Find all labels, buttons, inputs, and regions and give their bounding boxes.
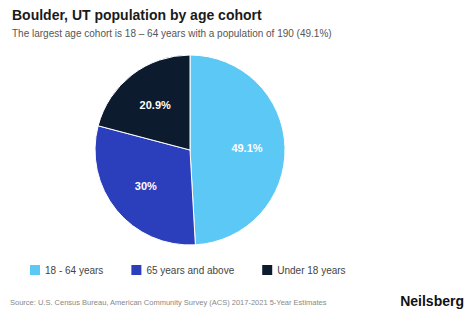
subtitle: The largest age cohort is 18 – 64 years … <box>12 28 332 39</box>
legend-swatch <box>131 265 141 275</box>
brand: Neilsberg <box>400 293 464 309</box>
data-label: 30% <box>135 180 157 192</box>
legend-swatch <box>30 265 40 275</box>
legend-item: 18 - 64 years <box>30 265 103 276</box>
slice <box>190 55 285 245</box>
title: Boulder, UT population by age cohort <box>12 7 262 23</box>
legend: 18 - 64 years 65 years and above Under 18 … <box>30 265 346 276</box>
slice <box>98 55 190 150</box>
data-label: 20.9% <box>140 99 171 111</box>
legend-swatch <box>262 265 272 275</box>
legend-label: Under 18 years <box>277 265 345 276</box>
legend-item: 65 years and above <box>131 265 234 276</box>
legend-item: Under 18 years <box>262 265 345 276</box>
source: Source: U.S. Census Bureau, American Com… <box>10 298 327 307</box>
legend-label: 18 - 64 years <box>45 265 103 276</box>
chart: Boulder, UT population by age cohort The … <box>0 0 474 316</box>
pie <box>95 55 285 245</box>
data-label: 49.1% <box>231 142 262 154</box>
legend-label: 65 years and above <box>146 265 234 276</box>
data-labels: 49.1% 30% 20.9% <box>135 99 263 192</box>
